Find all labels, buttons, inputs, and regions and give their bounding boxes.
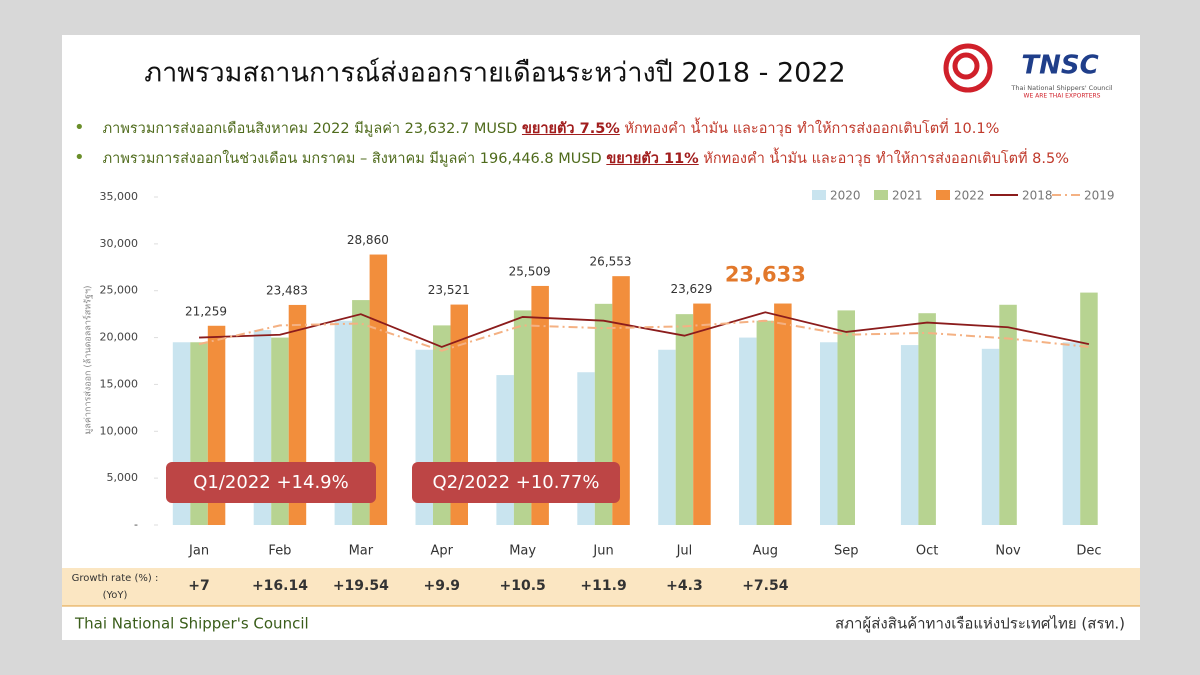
logo: TNSC Thai National Shippers' Council WE … [943, 43, 1113, 100]
bar [658, 349, 676, 525]
y-tick-label: 35,000 [100, 190, 139, 203]
x-tick-label: Feb [268, 544, 291, 559]
bar [1062, 342, 1081, 525]
annotation: Q2/2022 +10.77% [433, 472, 600, 493]
bar [820, 342, 838, 525]
value-label: 23,629 [670, 282, 712, 296]
value-label: 21,259 [185, 304, 227, 318]
value-label: 26,553 [590, 255, 632, 269]
annotation: Q1/2022 +14.9% [193, 472, 348, 493]
bar [981, 348, 1000, 525]
value-label-highlight: 23,633 [725, 263, 806, 287]
bullet-highlight: ขยายตัว 11% [606, 151, 699, 167]
x-tick-label: Jan [188, 544, 209, 559]
logo-name: TNSC [1021, 51, 1098, 81]
y-tick-label: - [134, 518, 138, 531]
title: ภาพรวมสถานการณ์ส่งออกรายเดือนระหว่างปี 2… [144, 57, 845, 89]
x-tick-label: Aug [753, 544, 778, 559]
growth-rate: +11.9 [580, 578, 626, 594]
y-tick-label: 5,000 [107, 471, 139, 484]
bullet-text: ภาพรวมการส่งออกในช่วงเดือน มกราคม – สิงห… [102, 151, 607, 167]
legend-label: 2019 [1084, 189, 1115, 203]
annotation-box [412, 462, 620, 503]
logo-ring [952, 52, 980, 80]
value-label: 28,860 [347, 233, 389, 247]
bar [918, 313, 936, 525]
x-tick-label: May [509, 544, 536, 559]
footer-right: สภาผู้ส่งสินค้าทางเรือแห่งประเทศไทย (สรท… [835, 615, 1125, 633]
bar [999, 304, 1017, 525]
bar [675, 314, 694, 525]
growth-rate: +4.3 [666, 578, 703, 594]
bar [837, 310, 855, 525]
legend-swatch [812, 190, 826, 200]
logo-line: Thai National Shippers' Council [1010, 84, 1112, 92]
legend-label: 2022 [954, 189, 985, 203]
x-tick-label: Jun [592, 544, 613, 559]
legend-swatch [936, 190, 950, 200]
y-tick-label: 10,000 [100, 424, 139, 437]
bar [756, 320, 775, 525]
logo-ring [943, 43, 993, 93]
x-tick-label: Apr [431, 544, 454, 559]
bullet-text: ภาพรวมการส่งออกเดือนสิงหาคม 2022 มีมูลค่… [102, 121, 522, 137]
line [198, 319, 1090, 352]
growth-rate: +7.54 [742, 578, 789, 594]
growth-label: (YoY) [103, 590, 128, 601]
bullet-highlight: ขยายตัว 7.5% [521, 121, 620, 137]
bar [900, 345, 919, 525]
legend-label: 2018 [1022, 189, 1053, 203]
bullet-text: หักทองคำ น้ำมัน และอาวุธ ทำให้การส่งออกเ… [619, 121, 1000, 137]
value-label: 23,483 [266, 283, 308, 297]
growth-rate: +7 [188, 578, 209, 594]
legend-swatch [874, 190, 888, 200]
legend-label: 2021 [892, 189, 923, 203]
value-label: 25,509 [509, 264, 551, 278]
value-label: 23,521 [428, 283, 470, 297]
line [199, 311, 1090, 348]
growth-rate: +9.9 [423, 578, 460, 594]
bullet: ภาพรวมการส่งออกเดือนสิงหาคม 2022 มีมูลค่… [74, 117, 1000, 140]
growth-band [62, 568, 1140, 606]
y-tick-label: 20,000 [100, 331, 139, 344]
bar [774, 303, 792, 525]
growth-label: Growth rate (%) : [72, 573, 159, 584]
y-tick-label: 25,000 [100, 284, 139, 297]
bar [739, 337, 757, 525]
annotation-box [166, 462, 376, 503]
legend-label: 2020 [830, 189, 861, 203]
x-tick-label: Sep [834, 544, 859, 559]
x-tick-label: Oct [916, 544, 938, 559]
bullet: ภาพรวมการส่งออกในช่วงเดือน มกราคม – สิงห… [74, 147, 1069, 170]
bar [693, 303, 711, 525]
y-axis-label: มูลค่าการส่งออก (ล้านดอลลาร์สหรัฐฯ) [82, 285, 94, 434]
bullet-text: หักทองคำ น้ำมัน และอาวุธ ทำให้การส่งออกเ… [698, 151, 1070, 167]
x-tick-label: Nov [995, 544, 1021, 559]
x-tick-label: Mar [349, 544, 374, 559]
x-tick-label: Jul [676, 544, 693, 559]
logo-line: WE ARE THAI EXPORTERS [1024, 93, 1101, 100]
growth-rate: +16.14 [252, 578, 308, 594]
y-tick-label: 30,000 [100, 237, 139, 250]
x-tick-label: Dec [1076, 544, 1101, 559]
growth-rate: +19.54 [333, 578, 389, 594]
y-tick-label: 15,000 [100, 377, 139, 390]
footer-left: Thai National Shipper's Council [74, 615, 309, 633]
growth-rate: +10.5 [500, 578, 546, 594]
bar [1080, 292, 1098, 525]
